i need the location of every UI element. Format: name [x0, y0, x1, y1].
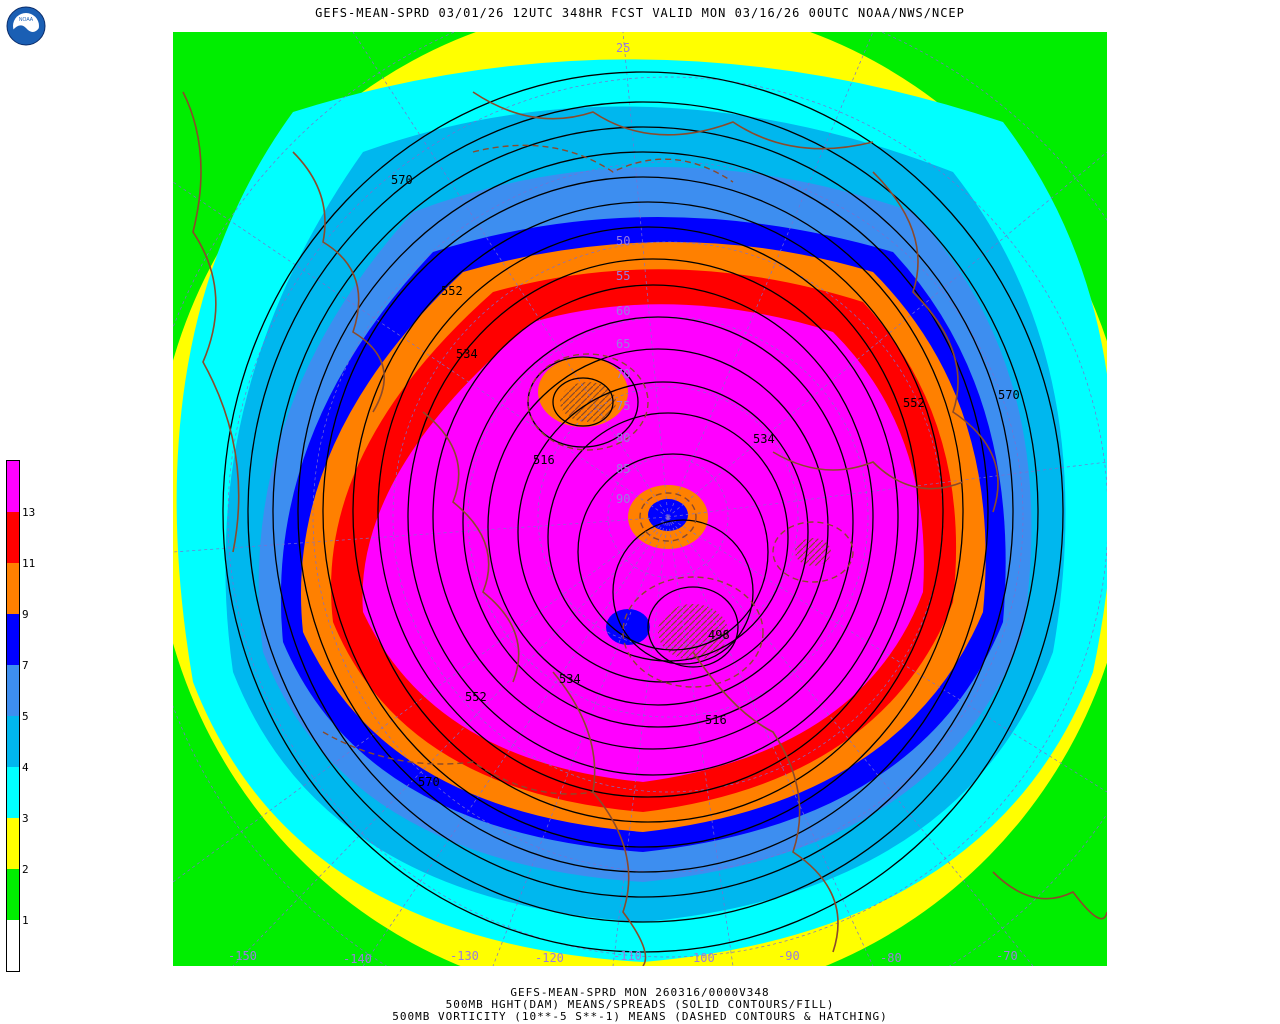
contour-label: 552 — [903, 396, 925, 410]
contour-label: 534 — [559, 672, 581, 686]
color-scale-bar — [6, 460, 20, 972]
svg-text:70: 70 — [616, 367, 630, 381]
color-scale-label: 1 — [22, 914, 29, 927]
svg-text:-120: -120 — [535, 951, 564, 965]
contour-label: 498 — [708, 628, 730, 642]
forecast-map: 570 552 534 516 552 534 570 534 552 516 … — [173, 32, 1107, 966]
color-swatch — [7, 920, 19, 971]
contour-label: 516 — [533, 453, 555, 467]
color-swatch — [7, 563, 19, 614]
color-swatch — [7, 614, 19, 665]
latitude-labels: 25 50 55 60 65 70 75 80 85 90 — [616, 41, 630, 506]
color-swatch — [7, 461, 19, 512]
contour-label: 552 — [465, 690, 487, 704]
contour-label: 570 — [998, 388, 1020, 402]
color-scale-label: 2 — [22, 863, 29, 876]
spread-band-13-plus — [362, 304, 924, 782]
color-swatch — [7, 716, 19, 767]
color-swatch — [7, 512, 19, 563]
color-scale-label: 11 — [22, 557, 36, 570]
contour-label: 534 — [753, 432, 775, 446]
chart-title: GEFS-MEAN-SPRD 03/01/26 12UTC 348HR FCST… — [315, 6, 965, 20]
noaa-logo-icon: NOAA — [6, 6, 46, 46]
svg-text:-150: -150 — [228, 949, 257, 963]
color-swatch — [7, 665, 19, 716]
vorticity-contours — [322, 144, 854, 795]
svg-text:50: 50 — [616, 234, 630, 248]
svg-text:60: 60 — [616, 304, 630, 318]
color-scale-label: 3 — [22, 812, 29, 825]
svg-text:-130: -130 — [450, 949, 479, 963]
height-contours — [222, 71, 1064, 953]
height-contour-labels: 570 552 534 516 552 534 570 534 552 516 … — [391, 173, 1020, 789]
color-scale-label: 9 — [22, 608, 29, 621]
color-scale-label: 7 — [22, 659, 29, 672]
contour-label: 534 — [456, 347, 478, 361]
coastlines — [182, 91, 1107, 966]
footer-line-1: GEFS-MEAN-SPRD MON 260316/0000V348 — [510, 986, 770, 999]
contour-label: 570 — [418, 775, 440, 789]
logo-text: NOAA — [19, 17, 34, 23]
footer-line-3: 500MB VORTICITY (10**-5 S**-1) MEANS (DA… — [392, 1010, 888, 1023]
svg-text:100: 100 — [693, 951, 715, 965]
contour-label: 516 — [705, 713, 727, 727]
svg-text:-70: -70 — [996, 949, 1018, 963]
svg-text:90: 90 — [616, 492, 630, 506]
svg-text:85: 85 — [616, 462, 630, 476]
svg-text:75: 75 — [616, 399, 630, 413]
longitude-labels: -150 -140 -130 -120 -110 100 -90 -80 -70 — [228, 949, 1018, 966]
contour-label: 570 — [391, 173, 413, 187]
color-swatch — [7, 869, 19, 920]
svg-text:-110: -110 — [613, 949, 642, 963]
svg-text:25: 25 — [616, 41, 630, 55]
color-swatch — [7, 767, 19, 818]
color-scale-label: 4 — [22, 761, 29, 774]
contour-label: 552 — [441, 284, 463, 298]
color-scale-label: 5 — [22, 710, 29, 723]
svg-text:65: 65 — [616, 337, 630, 351]
footer-line-2: 500MB HGHT(DAM) MEANS/SPREADS (SOLID CON… — [445, 998, 835, 1011]
svg-text:-80: -80 — [880, 951, 902, 965]
svg-text:-90: -90 — [778, 949, 800, 963]
svg-text:80: 80 — [616, 431, 630, 445]
svg-text:55: 55 — [616, 269, 630, 283]
color-scale-label: 13 — [22, 506, 36, 519]
color-swatch — [7, 818, 19, 869]
svg-text:-140: -140 — [343, 952, 372, 966]
